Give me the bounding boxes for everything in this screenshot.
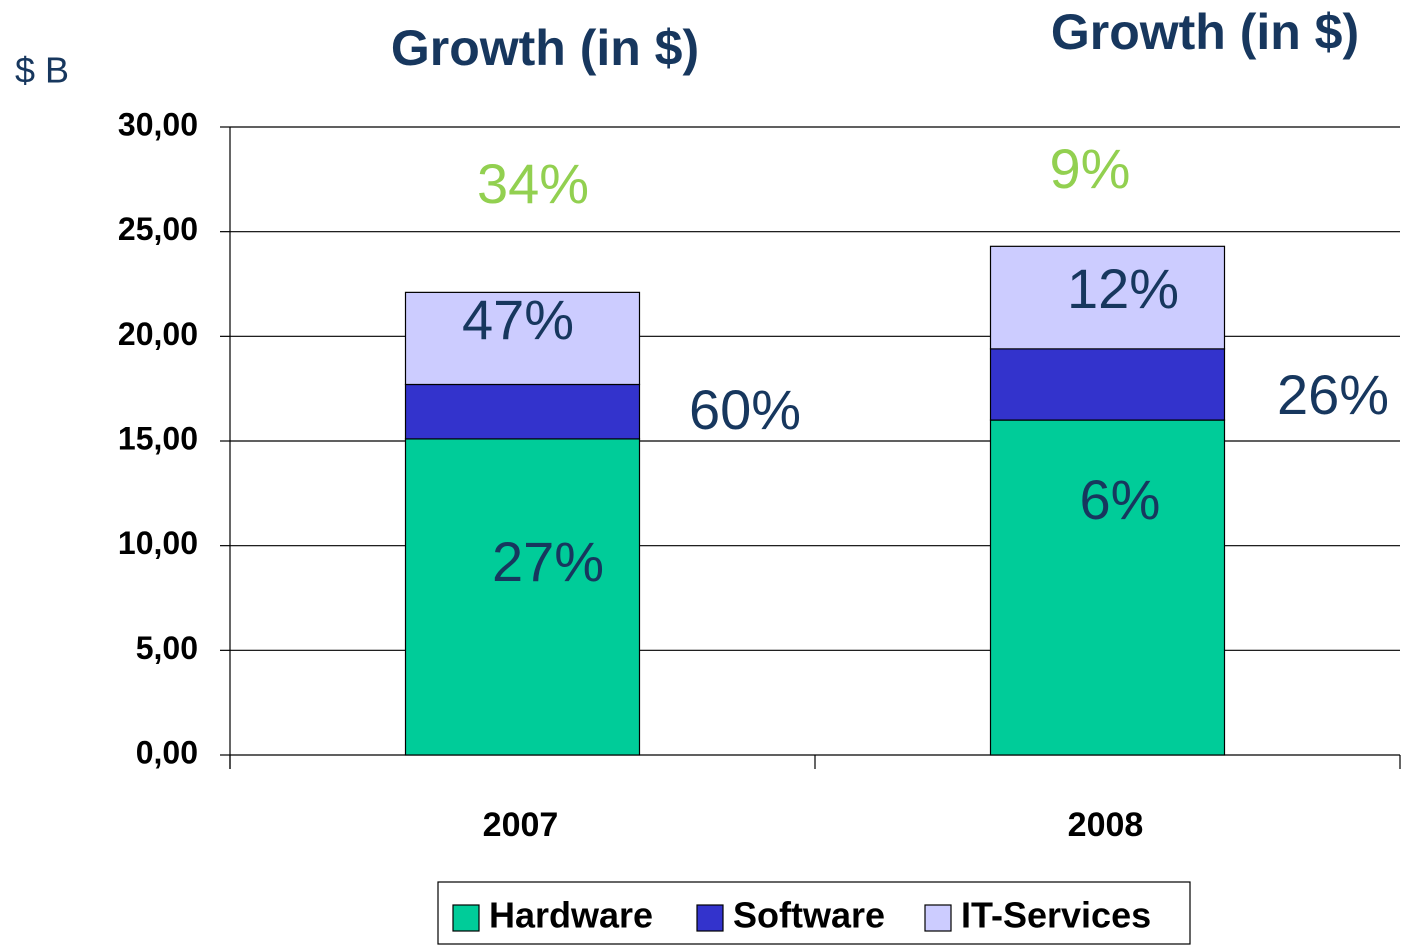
annotation: 27% xyxy=(492,530,604,593)
chart-title: Growth (in $) xyxy=(391,20,699,76)
chart-title: Growth (in $) xyxy=(1051,4,1359,60)
legend-swatch xyxy=(452,904,480,932)
bar-segment xyxy=(404,291,641,386)
bar-segment xyxy=(989,419,1226,756)
legend-label: Software xyxy=(733,895,885,936)
annotation: 34% xyxy=(477,152,589,215)
annotation: 6% xyxy=(1080,468,1161,531)
bar-segment xyxy=(989,245,1226,350)
x-tick-label: 2008 xyxy=(1068,806,1144,844)
y-tick-label: 30,00 xyxy=(118,106,198,142)
annotation: 26% xyxy=(1277,363,1389,426)
annotation: 12% xyxy=(1067,257,1179,320)
annotation: 47% xyxy=(462,288,574,351)
annotation: 9% xyxy=(1050,137,1131,200)
legend-swatch xyxy=(924,904,952,932)
y-tick-label: 5,00 xyxy=(136,630,198,666)
y-tick-label: 15,00 xyxy=(118,420,198,456)
y-tick-label: 10,00 xyxy=(118,525,198,561)
bar-segment xyxy=(989,348,1226,421)
y-axis-label: $ B xyxy=(15,50,69,91)
legend-label: Hardware xyxy=(489,895,653,936)
bar-segment xyxy=(404,383,641,440)
bar-segment xyxy=(404,438,641,756)
legend-label: IT-Services xyxy=(961,895,1151,936)
legend-swatch xyxy=(696,904,724,932)
y-tick-label: 0,00 xyxy=(136,734,198,770)
annotation: 60% xyxy=(689,378,801,441)
x-tick-label: 2007 xyxy=(483,806,559,844)
y-tick-label: 25,00 xyxy=(118,211,198,247)
y-tick-label: 20,00 xyxy=(118,316,198,352)
legend-box xyxy=(437,881,1191,945)
